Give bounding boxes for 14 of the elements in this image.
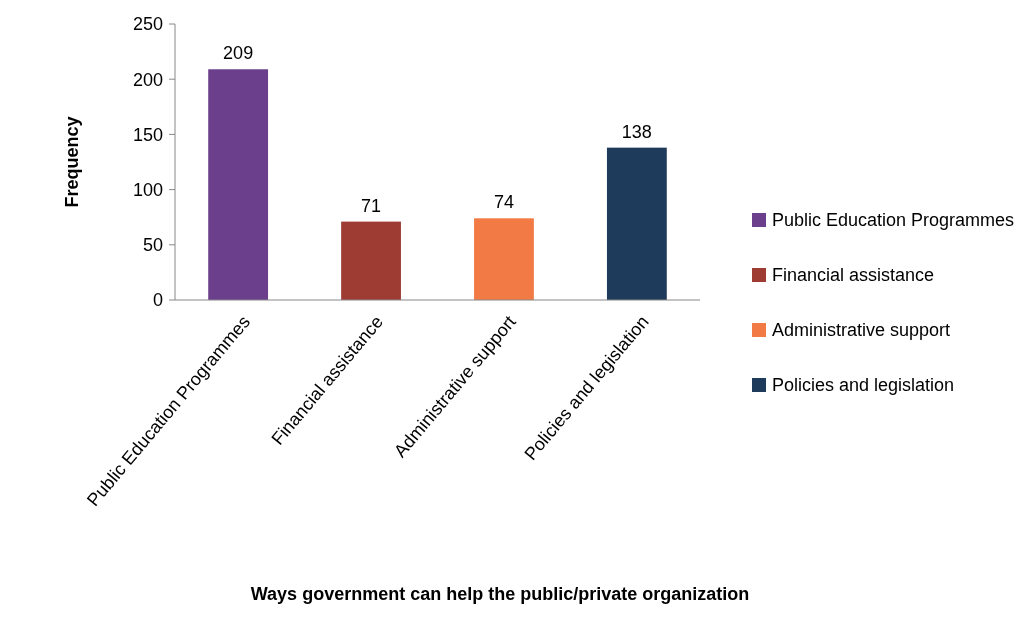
x-axis-title: Ways government can help the public/private organization xyxy=(250,584,750,604)
y-tick-label: 50 xyxy=(142,235,163,256)
legend-label: Financial assistance xyxy=(772,265,935,286)
data-label: 138 xyxy=(621,121,652,142)
data-label: 209 xyxy=(223,43,254,64)
y-tick-label: 250 xyxy=(132,14,163,35)
data-label: 71 xyxy=(361,195,382,216)
y-tick-label: 150 xyxy=(132,124,163,145)
y-axis-title: Frequency xyxy=(62,116,82,208)
y-tick-label: 200 xyxy=(132,69,163,90)
y-tick-label: 0 xyxy=(152,290,163,311)
y-tick-label: 100 xyxy=(132,179,163,200)
legend-label: Public Education Programmes xyxy=(772,210,1015,231)
data-label: 74 xyxy=(493,192,514,213)
